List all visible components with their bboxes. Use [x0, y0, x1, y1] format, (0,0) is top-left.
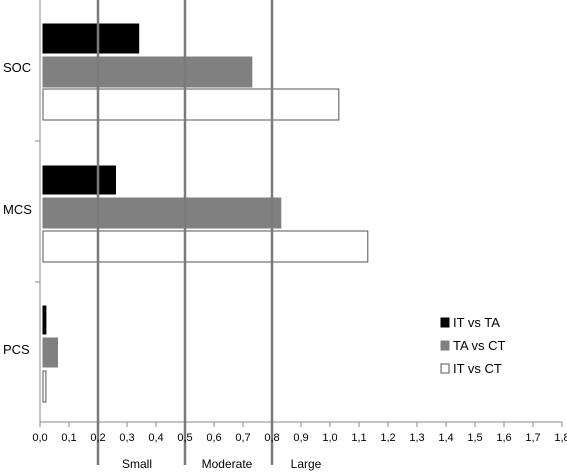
legend-label: IT vs TA — [453, 315, 500, 330]
x-tick-label: 1,5 — [467, 432, 482, 444]
bar-pcs-series-2 — [42, 337, 58, 368]
region-labels: Small Moderate Large — [122, 457, 322, 471]
bar-soc-series-2 — [42, 56, 253, 88]
x-tick-label: 0,8 — [264, 432, 279, 444]
x-tick-label: 1,6 — [496, 432, 511, 444]
bar-pcs-series-1 — [42, 305, 47, 335]
x-tick-label: 1,4 — [438, 432, 453, 444]
category-labels: SOC MCS PCS — [3, 60, 32, 357]
legend-label: TA vs CT — [453, 338, 506, 353]
x-tick-label: 0,6 — [206, 432, 221, 444]
x-tick-label: 0,1 — [61, 432, 76, 444]
region-label-large: Large — [291, 457, 322, 471]
x-tick-label: 1,2 — [380, 432, 395, 444]
category-label: PCS — [3, 342, 30, 357]
region-label-small: Small — [122, 457, 152, 471]
x-tick-label: 0,0 — [32, 432, 47, 444]
x-tick-label: 0,9 — [293, 432, 308, 444]
x-tick-label: 1,7 — [525, 432, 540, 444]
reference-lines — [96, 0, 274, 465]
bar-mcs-series-2 — [42, 197, 282, 229]
region-label-moderate: Moderate — [202, 457, 253, 471]
x-tick-label: 0,3 — [119, 432, 134, 444]
x-tick-label: 1,1 — [351, 432, 366, 444]
x-tick-label: 1,3 — [409, 432, 424, 444]
legend: IT vs TA TA vs CT IT vs CT — [440, 315, 506, 376]
bar-mcs-series-1 — [42, 165, 116, 195]
legend-swatch — [440, 340, 450, 351]
x-tick-label: 0,5 — [177, 432, 192, 444]
x-tick-labels: 0,0 0,1 0,2 0,3 0,4 0,5 0,6 0,7 0,8 0,9 1,0 1,1 1,2 1… — [32, 432, 567, 444]
legend-swatch — [440, 317, 450, 328]
bar-soc-series-1 — [42, 23, 140, 54]
x-tick-label: 1,0 — [322, 432, 337, 444]
bar-mcs-series-3 — [42, 230, 369, 263]
x-tick-label: 0,2 — [90, 432, 105, 444]
x-tick-label: 0,7 — [235, 432, 250, 444]
bar-soc-series-3 — [42, 88, 340, 121]
category-label: SOC — [3, 60, 31, 75]
x-tick-label: 1,8 — [554, 432, 567, 444]
x-tick-label: 0,4 — [148, 432, 163, 444]
legend-swatch — [440, 363, 450, 374]
bars — [42, 23, 369, 403]
bar-pcs-series-3 — [42, 370, 47, 403]
category-label: MCS — [3, 202, 32, 217]
legend-label: IT vs CT — [453, 361, 502, 376]
